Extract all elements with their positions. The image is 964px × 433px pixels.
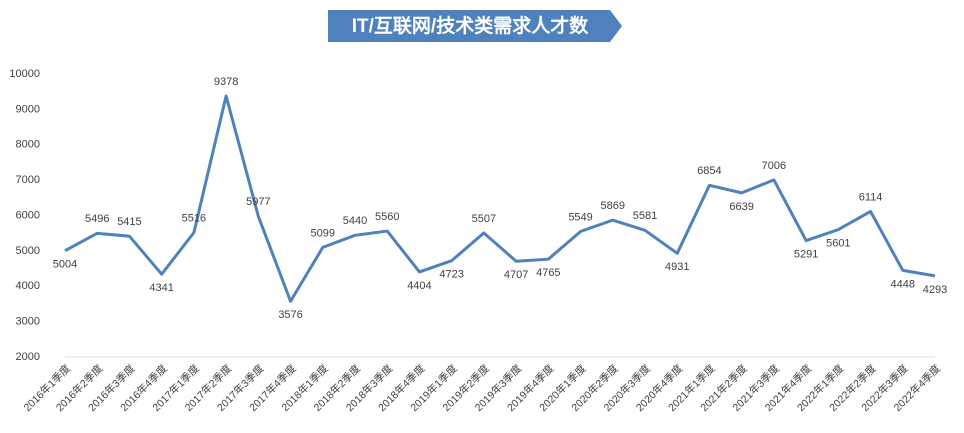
- y-tick-label: 5000: [16, 245, 40, 257]
- data-label: 5496: [85, 213, 109, 225]
- data-label: 4448: [891, 278, 915, 290]
- data-label: 5869: [601, 200, 625, 212]
- data-label: 5560: [375, 211, 399, 223]
- data-label: 5415: [117, 216, 141, 228]
- data-label: 5440: [343, 215, 367, 227]
- data-label: 6639: [729, 201, 753, 213]
- data-label: 4293: [923, 284, 947, 296]
- data-label: 4341: [149, 282, 173, 294]
- data-label: 5004: [53, 259, 77, 271]
- y-tick-label: 9000: [16, 103, 40, 115]
- data-line: [64, 94, 936, 303]
- data-label: 6114: [859, 191, 883, 203]
- data-label: 4723: [439, 269, 463, 281]
- y-tick-label: 8000: [16, 139, 40, 151]
- data-label: 5291: [794, 248, 818, 260]
- chart-title: IT/互联网/技术类需求人才数: [352, 14, 589, 37]
- data-label: 4707: [504, 269, 528, 281]
- data-label: 4404: [407, 280, 431, 292]
- y-tick-label: 2000: [16, 351, 40, 363]
- data-label: 7006: [762, 160, 786, 172]
- y-tick-label: 4000: [16, 280, 40, 292]
- data-label: 6854: [697, 165, 721, 177]
- data-label: 5507: [472, 213, 496, 225]
- data-label: 4765: [536, 267, 560, 279]
- y-tick-label: 3000: [16, 316, 40, 328]
- data-label: 5601: [826, 238, 850, 250]
- data-label: 5581: [633, 210, 657, 222]
- data-label: 5099: [311, 227, 335, 239]
- data-label: 9378: [214, 76, 238, 88]
- y-tick-label: 7000: [16, 174, 40, 186]
- y-tick-label: 10000: [9, 68, 40, 80]
- title-banner: [328, 10, 622, 42]
- data-label: 3576: [278, 309, 302, 321]
- data-label: 4931: [665, 261, 689, 273]
- data-label: 5516: [182, 213, 206, 225]
- data-label: 5549: [568, 211, 592, 223]
- data-label: 5977: [246, 196, 270, 208]
- y-tick-label: 6000: [16, 209, 40, 221]
